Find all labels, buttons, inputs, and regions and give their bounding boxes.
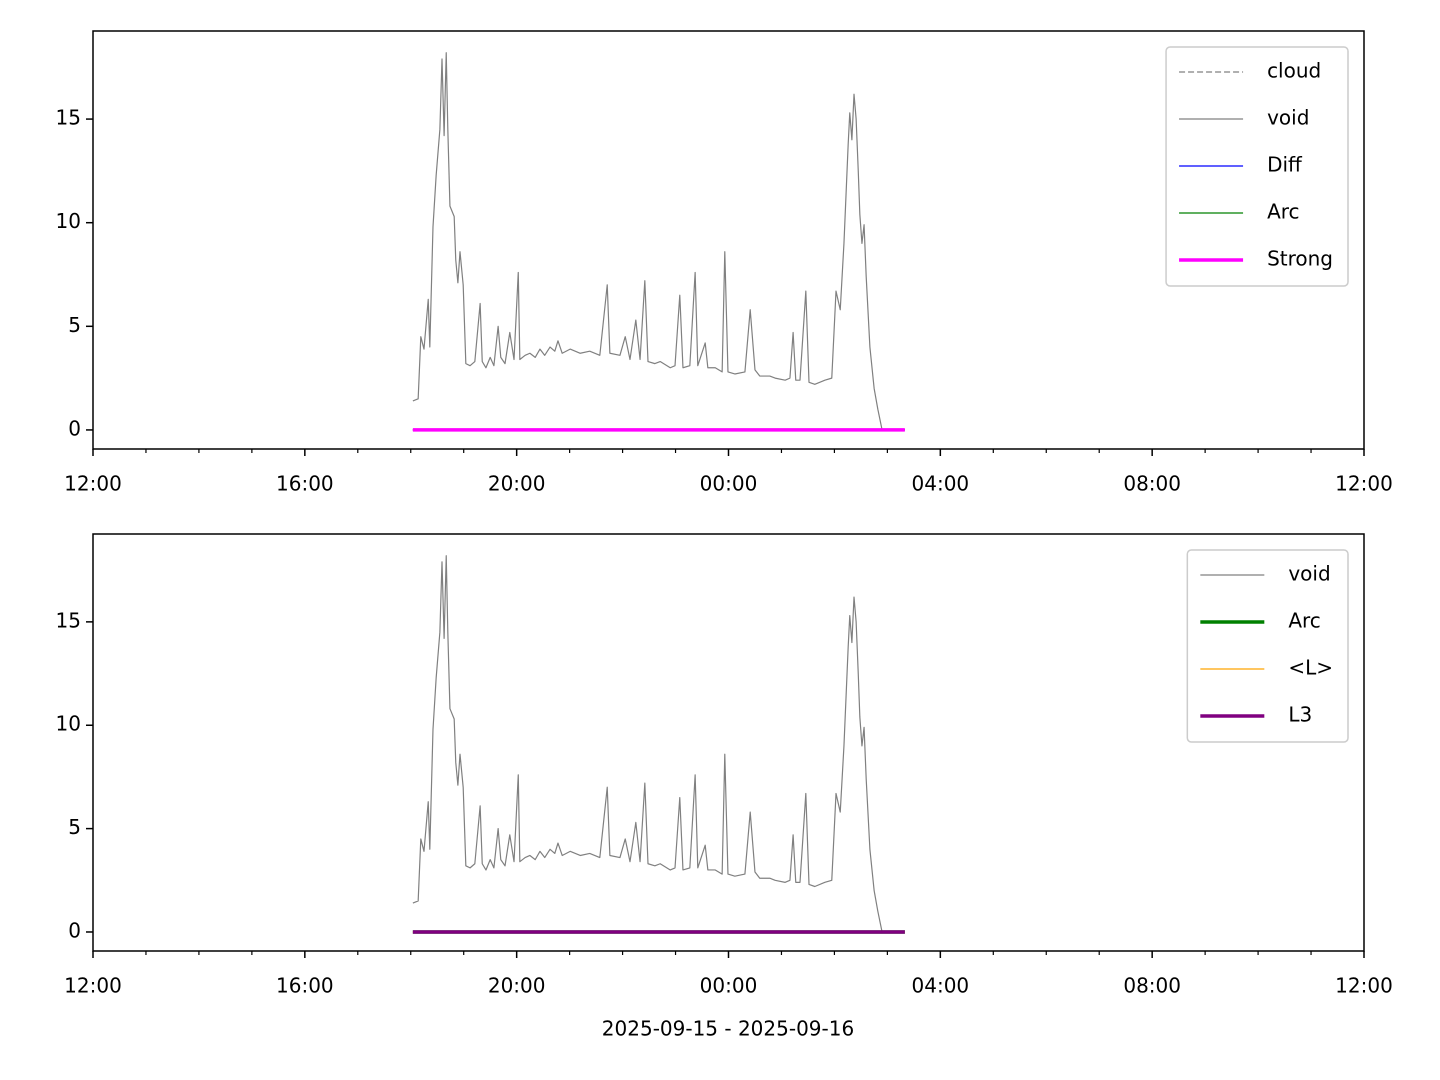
y-tick-label: 10 — [56, 712, 81, 736]
x-tick-label: 12:00 — [1335, 472, 1393, 496]
series-line — [412, 52, 883, 431]
x-tick-label: 00:00 — [700, 472, 758, 496]
x-tick-label: 00:00 — [700, 974, 758, 998]
y-tick-label: 15 — [56, 106, 81, 130]
legend-label: cloud — [1267, 59, 1321, 83]
legend: cloud void Diff Arc Strong — [1165, 46, 1349, 287]
axes: 0 5 10 15 12:00 16:00 20:00 00:00 04:00 08:00 12:0… — [56, 533, 1393, 998]
y-tick-label: 5 — [68, 815, 81, 839]
x-tick-label: 08:00 — [1123, 472, 1181, 496]
y-tick-label: 0 — [68, 416, 81, 440]
legend-label: void — [1288, 562, 1330, 586]
legend-label: L3 — [1288, 703, 1312, 727]
x-tick-label: 16:00 — [276, 974, 334, 998]
legend-label: Diff — [1267, 153, 1303, 177]
y-tick-label: 5 — [68, 313, 81, 337]
axes: 0 5 10 15 12:00 16:00 20:00 00:00 04:00 08:00 12:0… — [56, 30, 1393, 496]
series-line — [412, 555, 883, 933]
x-tick-label: 04:00 — [912, 974, 970, 998]
legend-label: Arc — [1288, 609, 1320, 633]
x-tick-label: 20:00 — [488, 974, 546, 998]
legend-box — [1165, 46, 1349, 287]
y-tick-label: 0 — [68, 918, 81, 942]
x-tick-label: 12:00 — [64, 472, 122, 496]
x-axis-label: 2025-09-15 - 2025-09-16 — [602, 1017, 854, 1041]
x-tick-label: 08:00 — [1123, 974, 1181, 998]
legend-label: <L> — [1288, 656, 1333, 680]
legend-label: Arc — [1267, 200, 1299, 224]
y-tick-label: 10 — [56, 209, 81, 233]
x-tick-label: 12:00 — [1335, 974, 1393, 998]
legend: void Arc <L> L3 — [1186, 549, 1349, 743]
axes-frame — [92, 533, 1365, 952]
legend-box — [1186, 549, 1349, 743]
x-tick-label: 04:00 — [912, 472, 970, 496]
axes-frame — [92, 30, 1365, 450]
y-tick-label: 15 — [56, 608, 81, 632]
x-tick-label: 20:00 — [488, 472, 546, 496]
x-tick-label: 12:00 — [64, 974, 122, 998]
legend-label: void — [1267, 106, 1309, 130]
legend-label: Strong — [1267, 247, 1333, 271]
x-tick-label: 16:00 — [276, 472, 334, 496]
